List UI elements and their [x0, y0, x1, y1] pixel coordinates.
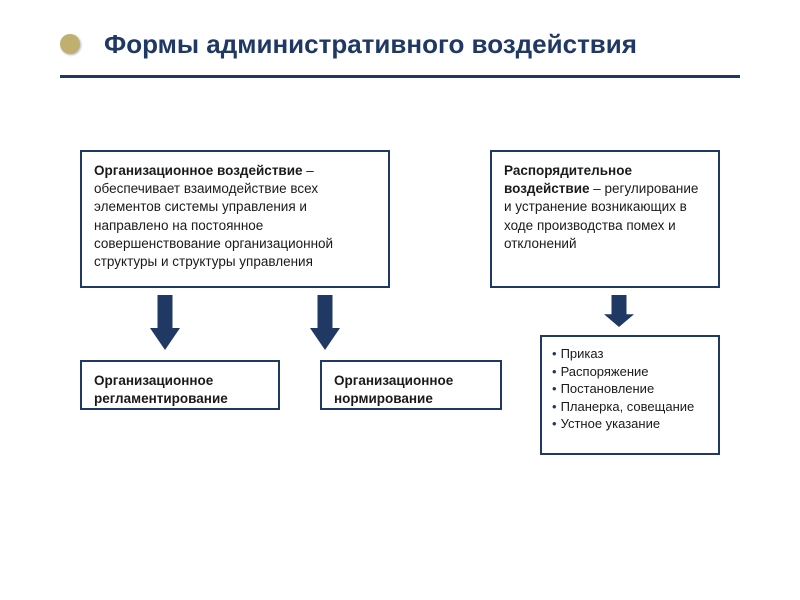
- directive-list-box: ПриказРаспоряжениеПостановлениеПланерка,…: [540, 335, 720, 455]
- arrows-layer: [0, 0, 800, 600]
- title-underline: [60, 75, 740, 78]
- box-directive-impact: Распорядительное воздействие – регулиров…: [490, 150, 720, 288]
- directive-list-item: Распоряжение: [552, 363, 708, 381]
- box-organizational-norming: Организационное нормирование: [320, 360, 502, 410]
- box-org-impact-text: – обеспечивает взаимодействие всех элеме…: [94, 163, 333, 269]
- arrow-down-icon: [150, 295, 180, 350]
- title-bullet-icon: [60, 34, 80, 54]
- box-organizational-impact: Организационное воздействие – обеспечива…: [80, 150, 390, 288]
- page-title: Формы административного воздействия: [104, 28, 637, 61]
- directive-list-item: Постановление: [552, 380, 708, 398]
- box-org-norm-label: Организационное нормирование: [334, 373, 453, 406]
- directive-list-item: Устное указание: [552, 415, 708, 433]
- title-row: Формы административного воздействия: [0, 0, 800, 61]
- arrow-down-icon: [604, 295, 634, 327]
- directive-list: ПриказРаспоряжениеПостановлениеПланерка,…: [552, 345, 708, 433]
- directive-list-item: Приказ: [552, 345, 708, 363]
- box-org-impact-label: Организационное воздействие: [94, 163, 303, 178]
- directive-list-item: Планерка, совещание: [552, 398, 708, 416]
- box-organizational-regulation: Организационное регламентирование: [80, 360, 280, 410]
- box-org-reg-label: Организационное регламентирование: [94, 373, 228, 406]
- arrow-down-icon: [310, 295, 340, 350]
